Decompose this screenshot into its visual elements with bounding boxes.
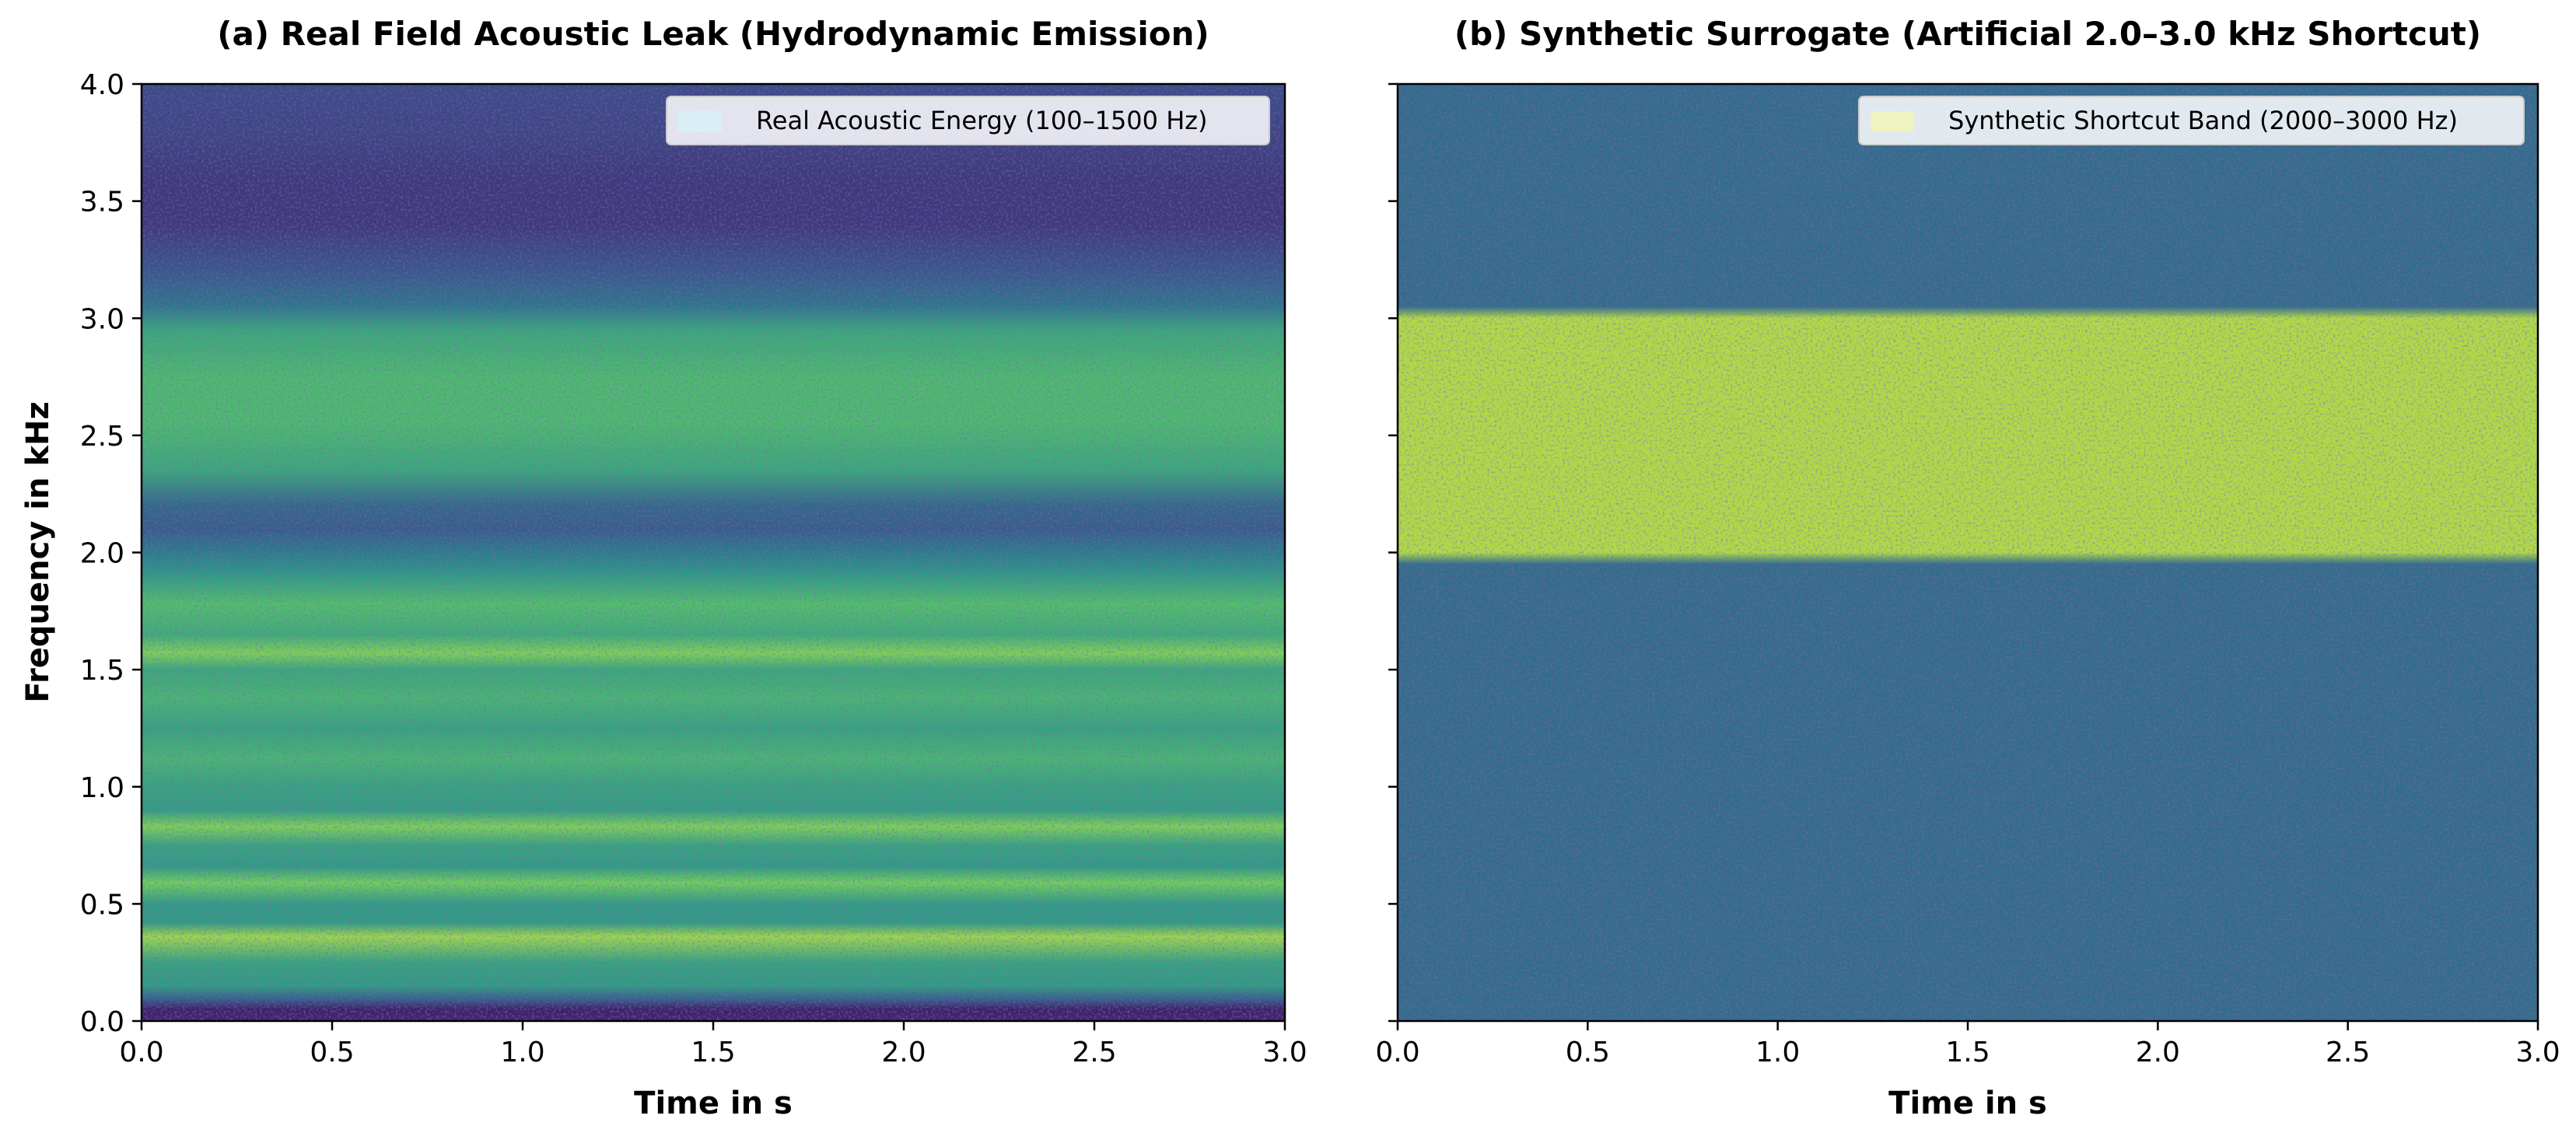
panel-a-x-tick-label: 1.5 [691, 1037, 735, 1068]
panel-b-x-tick-label: 2.5 [2326, 1037, 2370, 1068]
panel-a-y-ticks: 0.0 0.5 1.0 1.5 2.0 2.5 3.0 3.5 4.0 [80, 69, 142, 1038]
panel-b-x-tick-label: 1.5 [1945, 1037, 1990, 1068]
panel-a-x-tick-label: 1.0 [500, 1037, 544, 1068]
panel-b-x-ticks: 0.0 0.5 1.0 1.5 2.0 2.5 3.0 [1375, 1021, 2560, 1068]
panel-a-x-tick-label: 0.0 [119, 1037, 163, 1068]
panel-a-y-tick-label: 4.0 [80, 69, 124, 101]
panel-a-legend: Real Acoustic Energy (100–1500 Hz) [666, 96, 1270, 145]
panel-a-y-tick-label: 2.0 [80, 538, 124, 570]
panel-b-legend: Synthetic Shortcut Band (2000–3000 Hz) [1858, 96, 2525, 145]
panel-a-y-tick-label: 0.5 [80, 889, 124, 921]
panel-b-title: (b) Synthetic Surrogate (Artificial 2.0–… [1454, 15, 2481, 53]
panel-a-y-label: Frequency in kHz [20, 401, 56, 703]
panel-b-legend-label: Synthetic Shortcut Band (2000–3000 Hz) [1948, 106, 2458, 135]
panel-a-y-tick-label: 3.5 [80, 187, 124, 219]
panel-b-legend-box [1858, 96, 2525, 145]
panel-a-y-tick-label: 2.5 [80, 421, 124, 453]
panel-b-y-ticks [1388, 82, 1398, 1023]
panel-a-heatmap [142, 84, 1285, 1021]
panel-a-legend-label: Real Acoustic Energy (100–1500 Hz) [756, 106, 1208, 135]
panel-a-x-tick-label: 0.5 [310, 1037, 354, 1068]
panel-a-legend-box [666, 96, 1270, 145]
spectrogram-panel-a: (a) Real Field Acoustic Leak (Hydrodynam… [20, 15, 1307, 1121]
panel-a-y-tick-label: 3.0 [80, 303, 124, 335]
panel-b-x-tick-label: 1.0 [1755, 1037, 1800, 1068]
panel-b-x-label: Time in s [1888, 1086, 2047, 1121]
panel-a-x-ticks: 0.0 0.5 1.0 1.5 2.0 2.5 3.0 [119, 1021, 1307, 1068]
spectrogram-panel-b: (b) Synthetic Surrogate (Artificial 2.0–… [1375, 15, 2560, 1121]
panel-b-x-tick-label: 3.0 [2515, 1037, 2560, 1068]
panel-a-x-label: Time in s [634, 1086, 793, 1121]
panel-b-heatmap [1398, 84, 2538, 1021]
panel-b-x-tick-label: 0.5 [1566, 1037, 1610, 1068]
panel-a-legend-swatch [678, 111, 722, 131]
panel-a-x-tick-label: 2.0 [881, 1037, 926, 1068]
panel-a-y-tick-label: 1.5 [80, 655, 124, 687]
panel-a-y-tick-label: 0.0 [80, 1006, 124, 1038]
panel-a-title: (a) Real Field Acoustic Leak (Hydrodynam… [217, 15, 1209, 53]
panel-b-x-tick-label: 2.0 [2136, 1037, 2180, 1068]
panel-a-x-tick-label: 2.5 [1072, 1037, 1116, 1068]
panel-a-y-tick-label: 1.0 [80, 772, 124, 804]
panel-b-legend-swatch [1871, 111, 1914, 131]
panel-b-x-tick-label: 0.0 [1375, 1037, 1419, 1068]
panel-a-x-tick-label: 3.0 [1262, 1037, 1307, 1068]
